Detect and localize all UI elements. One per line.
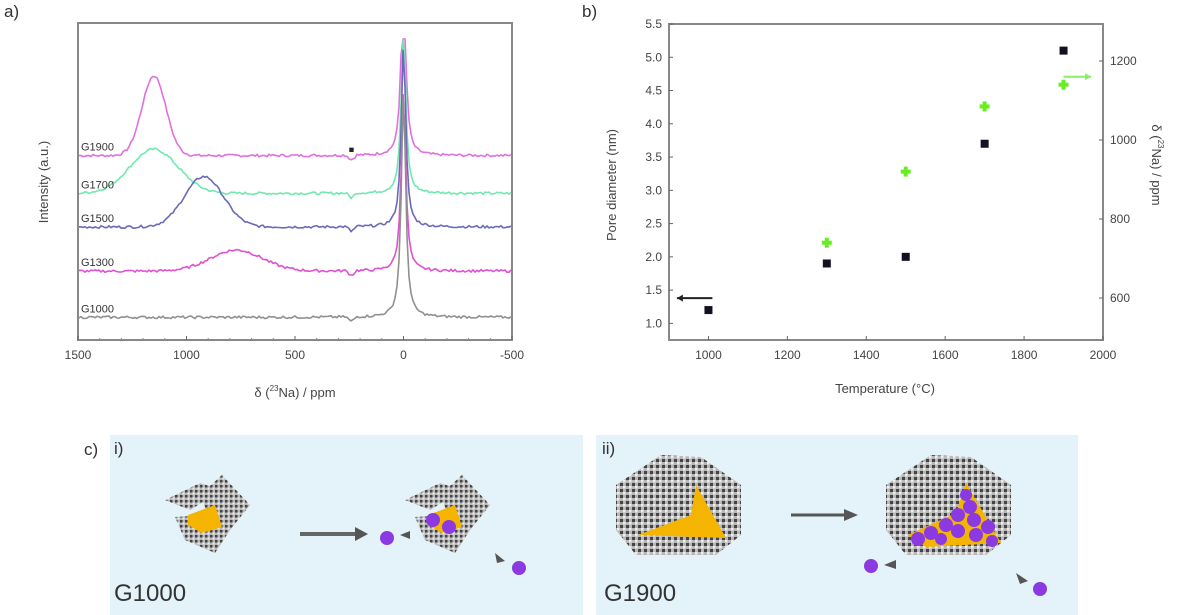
- axis-arrow-head: [1085, 73, 1092, 81]
- y-tick-label: 3.5: [645, 150, 662, 164]
- sodium-ion-icon: [864, 559, 878, 573]
- small-arrow-icon: [1016, 573, 1028, 584]
- schematic-g1000: i): [110, 435, 583, 615]
- pore-diameter-point: [822, 259, 831, 268]
- y2-axis-label: δ (23Na) / ppm: [1149, 124, 1165, 205]
- small-arrow-icon: [495, 553, 505, 563]
- x-tick-label: 1400: [853, 348, 880, 362]
- y-tick-label: 1.0: [645, 316, 662, 330]
- spectrum-line-g1500: [79, 49, 512, 233]
- g1000-illustration: [165, 475, 526, 575]
- sample-label-g1000: G1000: [114, 580, 187, 607]
- pore-diameter-chart: 1000 1200 1400 1600 1800 2000 1.0 1.5 2.0 2.5 3.0 3…: [604, 17, 1165, 396]
- y-tick-label: 4.5: [645, 84, 662, 98]
- y-tick-label: 1.5: [645, 283, 662, 297]
- panel-label-c: c): [84, 440, 99, 459]
- y2-tick-label: 1000: [1110, 133, 1137, 147]
- x-tick-label: 1500: [65, 348, 92, 362]
- plot-frame: [668, 23, 1104, 341]
- sodium-ion-icon: [1033, 582, 1047, 596]
- series-label: G1500: [81, 213, 114, 225]
- y-axis-label: Pore diameter (nm): [604, 129, 619, 241]
- asterisk-marker: ■: [349, 145, 354, 155]
- spectrum-line-g1900: [78, 38, 512, 161]
- x-tick-label: 500: [285, 348, 305, 362]
- x-tick-label: 1200: [774, 348, 801, 362]
- y-tick-label: 3.0: [645, 183, 662, 197]
- y-tick-label: 2.0: [645, 250, 662, 264]
- x-axis-label: Temperature (°C): [835, 381, 935, 396]
- chemical-shift-point: [900, 166, 911, 177]
- series-label: G1900: [81, 142, 114, 154]
- sodium-ion-icon: [512, 561, 526, 575]
- g1900-illustration: [616, 455, 1047, 596]
- small-arrow-icon: [400, 531, 410, 539]
- x-tick-label: 0: [400, 348, 407, 362]
- pore-diameter-point: [1059, 46, 1068, 55]
- panel-label-a: a): [4, 2, 20, 21]
- x-axis-label: δ (23Na) / ppm: [254, 384, 335, 400]
- series-label: G1300: [81, 257, 114, 269]
- y2-tick-label: 600: [1110, 291, 1130, 305]
- y2-tick-label: 1200: [1110, 54, 1137, 68]
- y-tick-label: 4.0: [645, 117, 662, 131]
- x-tick-label: -500: [500, 348, 524, 362]
- sodium-cluster-icon: [911, 489, 998, 547]
- x-tick-label: 1000: [695, 348, 722, 362]
- pore-diameter-point: [901, 252, 910, 261]
- pore-diameter-point: [704, 306, 713, 315]
- panel-label-c-ii: ii): [602, 439, 616, 458]
- panel-label-b: b): [582, 2, 598, 21]
- schematic-g1900: ii): [596, 435, 1078, 615]
- sample-label-g1900: G1900: [604, 580, 677, 607]
- y-tick-label: 5.5: [645, 17, 662, 31]
- axis-arrow-head: [676, 294, 683, 302]
- small-arrow-icon: [884, 560, 896, 569]
- arrow-right-icon: [791, 509, 858, 521]
- sodium-ion-icon: [442, 520, 456, 534]
- series-label: G1700: [81, 179, 114, 191]
- carbon-particle-icon: [616, 455, 741, 555]
- x-tick-label: 1000: [173, 348, 200, 362]
- pore-diameter-point: [980, 139, 989, 148]
- arrow-right-icon: [300, 527, 368, 541]
- nmr-spectra-chart: 1500 1000 500 0 -500 G1900 G1700 G1500 G1300 G10…: [36, 22, 524, 400]
- sodium-ion-icon: [426, 513, 440, 527]
- pore-icon: [638, 485, 726, 538]
- chemical-shift-point: [821, 237, 832, 248]
- chemical-shift-point: [979, 101, 990, 112]
- x-tick-label: 2000: [1090, 348, 1117, 362]
- sodium-ion-icon: [380, 531, 394, 545]
- y-tick-label: 2.5: [645, 217, 662, 231]
- x-tick-label: 1600: [932, 348, 959, 362]
- chemical-shift-point: [1058, 79, 1069, 90]
- spectrum-line-g1300: [78, 94, 512, 276]
- series-label: G1000: [81, 303, 114, 315]
- y2-tick-label: 800: [1110, 212, 1130, 226]
- spectrum-line-g1700: [78, 38, 512, 200]
- spectrum-line-g1000: [78, 97, 512, 322]
- y-tick-label: 5.0: [645, 50, 662, 64]
- x-tick-label: 1800: [1011, 348, 1038, 362]
- panel-label-c-i: i): [114, 439, 124, 458]
- pore-icon: [188, 505, 222, 533]
- y-axis-label: Intensity (a.u.): [36, 141, 51, 223]
- plot-frame: [77, 22, 513, 341]
